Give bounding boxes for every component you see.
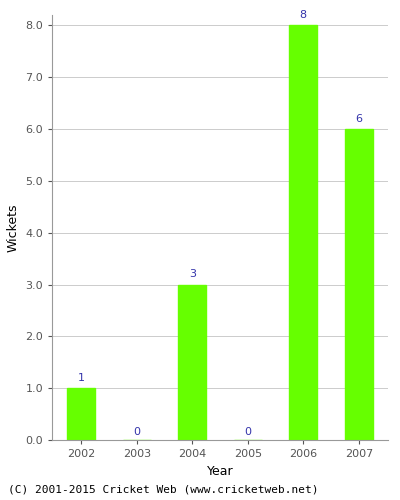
Text: 8: 8 xyxy=(300,10,307,20)
Bar xyxy=(345,129,373,440)
Text: 1: 1 xyxy=(78,373,85,383)
X-axis label: Year: Year xyxy=(207,464,233,477)
Bar xyxy=(290,26,317,440)
Text: 3: 3 xyxy=(189,270,196,280)
Text: 0: 0 xyxy=(244,427,251,437)
Bar xyxy=(67,388,95,440)
Text: 6: 6 xyxy=(355,114,362,124)
Bar xyxy=(178,284,206,440)
Text: 0: 0 xyxy=(133,427,140,437)
Text: (C) 2001-2015 Cricket Web (www.cricketweb.net): (C) 2001-2015 Cricket Web (www.cricketwe… xyxy=(8,485,318,495)
Y-axis label: Wickets: Wickets xyxy=(7,203,20,252)
